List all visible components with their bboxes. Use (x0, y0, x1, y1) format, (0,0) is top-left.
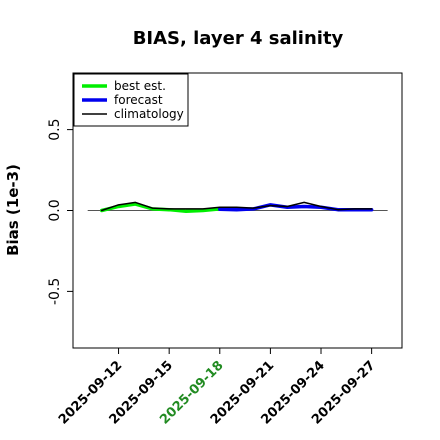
y-tick-label: -0.5 (47, 278, 63, 305)
y-tick-label: 0.0 (47, 199, 63, 221)
series-line-best-est (99, 202, 222, 214)
legend-label: forecast (114, 93, 163, 107)
y-axis-label: Bias (1e-3) (4, 164, 22, 256)
y-tick-label: 0.5 (47, 118, 63, 140)
chart-title: BIAS, layer 4 salinity (133, 28, 344, 49)
legend-label: best est. (114, 79, 166, 93)
series-line-climatology (100, 201, 373, 212)
legend-label: climatology (114, 107, 184, 121)
